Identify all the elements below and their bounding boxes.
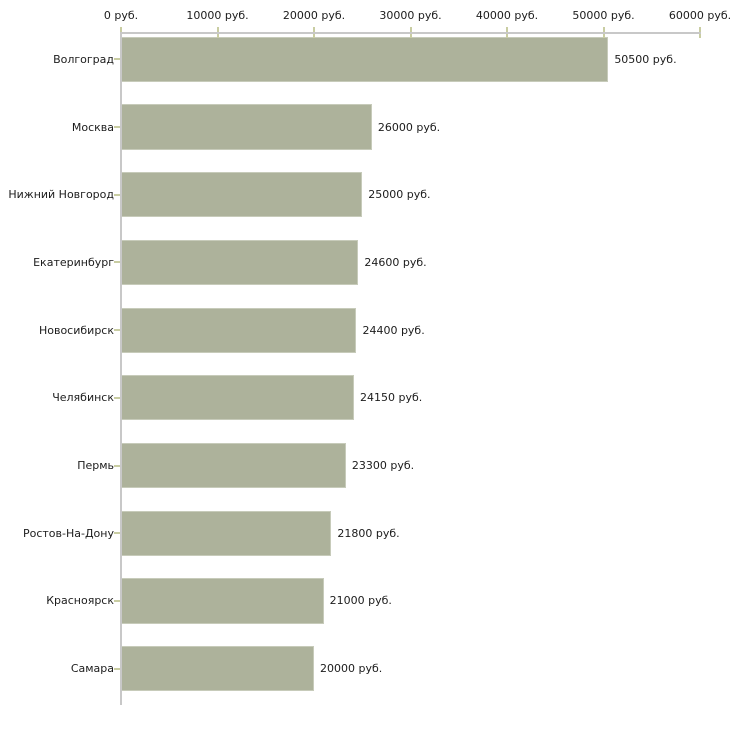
- value-label-2: 25000 руб.: [368, 188, 431, 202]
- y-axis-tick-8: [114, 599, 121, 602]
- category-label-1: Москва: [71, 120, 114, 134]
- x-axis-tick-label-3: 30000 руб.: [379, 9, 442, 22]
- x-axis-tick-label-4: 40000 руб.: [475, 9, 539, 22]
- y-axis-tick-3: [114, 261, 121, 264]
- y-axis-tick-4: [114, 329, 121, 332]
- category-label-0: Волгоград: [53, 52, 114, 66]
- category-label-9: Самара: [70, 662, 114, 676]
- category-label-4: Новосибирск: [38, 323, 114, 337]
- x-axis-tick-label-2: 20000 руб.: [282, 9, 346, 22]
- value-label-9: 20000 руб.: [320, 662, 383, 676]
- bar-3: [121, 239, 359, 286]
- bar-4: [121, 307, 357, 353]
- value-label-5: 24150 руб.: [360, 391, 423, 405]
- x-axis-line: [120, 32, 701, 34]
- category-label-6: Пермь: [77, 459, 114, 473]
- value-label-4: 24400 руб.: [362, 323, 425, 337]
- category-label-2: Нижний Новгород: [8, 188, 114, 202]
- category-label-3: Екатеринбург: [33, 255, 114, 269]
- bar-9: [121, 646, 314, 692]
- bar-0: [121, 36, 609, 82]
- y-axis-line: [120, 32, 122, 705]
- value-label-7: 21800 руб.: [337, 526, 400, 540]
- value-label-8: 21000 руб.: [329, 594, 392, 608]
- x-axis-tick-label-1: 10000 руб.: [186, 9, 249, 22]
- y-axis-tick-7: [114, 532, 121, 535]
- value-label-1: 26000 руб.: [377, 120, 441, 134]
- bar-6: [121, 442, 346, 489]
- bar-8: [121, 578, 324, 624]
- y-axis-tick-9: [114, 667, 121, 670]
- y-axis-tick-6: [114, 464, 121, 467]
- bar-2: [121, 172, 363, 218]
- y-axis-tick-5: [114, 396, 121, 399]
- value-label-0: 50500 руб.: [614, 52, 677, 66]
- x-axis-tick-label-5: 50000 руб.: [572, 9, 635, 22]
- bar-1: [121, 104, 372, 150]
- bar-7: [121, 510, 332, 556]
- y-axis-tick-0: [114, 58, 121, 61]
- value-label-6: 23300 руб.: [351, 459, 415, 473]
- category-label-7: Ростов-На-Дону: [22, 526, 114, 540]
- y-axis-tick-1: [114, 126, 121, 129]
- y-axis-tick-2: [114, 193, 121, 196]
- category-label-8: Красноярск: [46, 594, 114, 608]
- x-axis-tick-label-6: 60000 руб.: [668, 9, 730, 22]
- value-label-3: 24600 руб.: [364, 255, 427, 269]
- bar-5: [121, 375, 355, 421]
- x-axis-tick-label-0: 0 руб.: [103, 9, 139, 22]
- category-label-5: Челябинск: [52, 391, 114, 405]
